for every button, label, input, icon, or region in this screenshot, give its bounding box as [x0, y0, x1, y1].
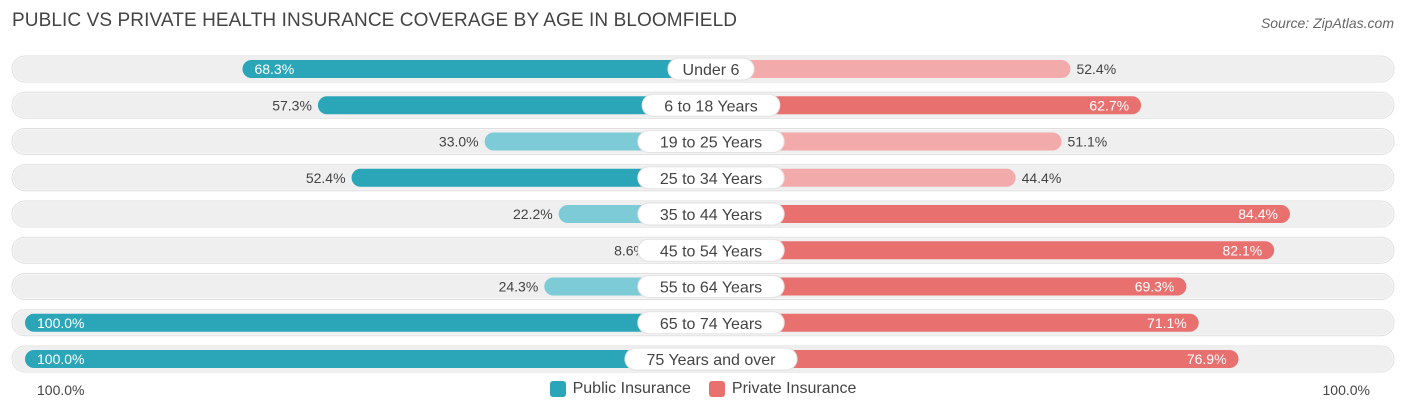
bar-public: [351, 168, 711, 187]
source-label: Source: ZipAtlas.com: [1260, 15, 1394, 31]
bar-private: [711, 350, 1239, 368]
value-label-public: 100.0%: [37, 351, 84, 367]
value-label-private: 76.9%: [1187, 351, 1227, 367]
chart-row: 57.3% 62.7% 6 to 18 Years: [11, 91, 1395, 119]
category-label: 65 to 74 Years: [660, 316, 762, 333]
category-pill: [637, 311, 785, 335]
value-label-public: 68.3%: [254, 61, 294, 77]
legend-item-public[interactable]: Public Insurance: [549, 380, 691, 398]
category-pill: [624, 347, 798, 371]
chart-svg: 68.3% 52.4% Under 6 57.3% 62.7% 6 to 18 Years…: [11, 55, 1395, 373]
value-label-private: 82.1%: [1223, 242, 1263, 258]
value-label-private: 69.3%: [1135, 279, 1175, 295]
axis-label-left: 100.0%: [37, 382, 85, 398]
category-pill: [637, 275, 785, 298]
chart-row: 22.2% 84.4% 35 to 44 Years: [11, 200, 1395, 228]
value-label-private: 51.1%: [1068, 134, 1108, 150]
bar-private: [711, 313, 1199, 332]
legend: Public Insurance Private Insurance: [0, 379, 1406, 399]
chart-row: 52.4% 44.4% 25 to 34 Years: [11, 164, 1395, 192]
value-label-public: 24.3%: [499, 279, 539, 295]
legend-item-private[interactable]: Private Insurance: [708, 380, 857, 398]
value-label-public: 52.4%: [306, 170, 346, 186]
category-label: 55 to 64 Years: [660, 280, 762, 297]
bar-public: [25, 350, 711, 368]
chart-row: 33.0% 51.1% 19 to 25 Years: [11, 128, 1395, 155]
bar-private: [711, 60, 1071, 78]
chart-row: 100.0% 71.1% 65 to 74 Years: [11, 309, 1395, 337]
category-label: 6 to 18 Years: [664, 98, 757, 115]
bar-public: [25, 313, 711, 332]
bar-private: [711, 277, 1187, 296]
category-pill: [637, 202, 785, 226]
bar-private: [711, 96, 1142, 115]
category-pill: [637, 166, 785, 190]
chart-row: 8.6% 82.1%45 to 54 Years: [11, 236, 1395, 264]
category-label: 19 to 25 Years: [660, 135, 762, 152]
chart-title: PUBLIC VS PRIVATE HEALTH INSURANCE COVER…: [12, 10, 738, 31]
value-label-public: 33.0%: [439, 134, 479, 150]
category-pill: [637, 238, 785, 262]
category-label: 75 Years and over: [647, 352, 777, 369]
category-label: Under 6: [683, 62, 740, 79]
value-label-private: 84.4%: [1238, 206, 1278, 222]
chart-row: 24.3% 69.3% 55 to 64 Years: [11, 273, 1395, 300]
bar-public: [317, 96, 711, 115]
category-label: 45 to 54 Years: [660, 243, 762, 260]
category-label: 25 to 34 Years: [660, 171, 762, 188]
axis-label-right: 100.0%: [1322, 382, 1370, 398]
chart-row: 100.0% 76.9% 75 Years and over: [11, 345, 1395, 373]
bar-private: [711, 205, 1290, 223]
bar-private: [711, 168, 1016, 187]
value-label-public: 22.2%: [513, 206, 553, 222]
value-label-private: 71.1%: [1147, 315, 1187, 331]
category-pill: [637, 130, 785, 153]
chart-row: 68.3% 52.4% Under 6: [11, 55, 1395, 83]
value-label-public: 100.0%: [37, 315, 84, 331]
category-pill: [667, 57, 755, 81]
bar-private: [711, 132, 1062, 151]
legend-label-public: Public Insurance: [572, 380, 691, 397]
value-label-public: 57.3%: [272, 97, 312, 113]
legend-swatch-private: [708, 381, 725, 397]
legend-swatch-public: [549, 381, 566, 397]
value-label-private: 62.7%: [1089, 97, 1129, 113]
category-label: 35 to 44 Years: [660, 207, 762, 224]
legend-label-private: Private Insurance: [731, 380, 857, 397]
category-pill: [641, 93, 781, 117]
value-label-private: 52.4%: [1076, 61, 1116, 77]
bar-private: [711, 241, 1275, 260]
bar-public: [242, 60, 711, 78]
value-label-private: 44.4%: [1022, 170, 1062, 186]
